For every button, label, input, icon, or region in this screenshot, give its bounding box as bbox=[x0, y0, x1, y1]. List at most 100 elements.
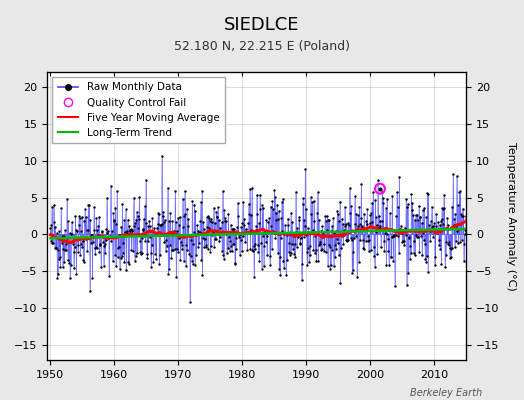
Point bbox=[183, 206, 191, 212]
Point bbox=[301, 223, 309, 229]
Point bbox=[275, 266, 283, 272]
Point bbox=[446, 254, 455, 260]
Point bbox=[378, 200, 387, 206]
Point bbox=[273, 202, 281, 208]
Point bbox=[102, 237, 110, 244]
Point bbox=[82, 213, 90, 220]
Point bbox=[57, 204, 65, 211]
Point bbox=[231, 261, 239, 267]
Point bbox=[456, 188, 465, 194]
Point bbox=[362, 218, 370, 224]
Point bbox=[115, 266, 124, 272]
Point bbox=[177, 239, 185, 245]
Point bbox=[174, 248, 182, 255]
Point bbox=[433, 226, 442, 232]
Point bbox=[321, 213, 329, 219]
Point bbox=[347, 236, 356, 243]
Text: 52.180 N, 22.215 E (Poland): 52.180 N, 22.215 E (Poland) bbox=[174, 40, 350, 53]
Point bbox=[135, 216, 143, 222]
Point bbox=[412, 234, 421, 241]
Point bbox=[105, 234, 114, 240]
Point bbox=[224, 245, 232, 251]
Point bbox=[435, 222, 444, 228]
Point bbox=[329, 247, 337, 254]
Point bbox=[253, 210, 261, 217]
Point bbox=[265, 253, 274, 260]
Point bbox=[190, 229, 198, 235]
Point bbox=[353, 274, 361, 280]
Point bbox=[380, 230, 389, 236]
Point bbox=[115, 244, 123, 250]
Point bbox=[200, 244, 209, 251]
Point bbox=[289, 232, 298, 238]
Point bbox=[257, 266, 266, 272]
Point bbox=[287, 210, 295, 216]
Point bbox=[249, 248, 257, 254]
Point bbox=[324, 242, 333, 249]
Point bbox=[438, 205, 446, 211]
Point bbox=[308, 198, 316, 205]
Point bbox=[140, 232, 148, 239]
Point bbox=[460, 240, 468, 247]
Point bbox=[453, 173, 461, 179]
Point bbox=[114, 245, 122, 252]
Point bbox=[169, 247, 177, 254]
Point bbox=[398, 239, 407, 245]
Point bbox=[394, 232, 402, 239]
Point bbox=[363, 221, 371, 227]
Point bbox=[84, 235, 93, 241]
Point bbox=[204, 213, 212, 219]
Point bbox=[340, 231, 348, 238]
Point bbox=[261, 229, 269, 236]
Point bbox=[325, 244, 334, 251]
Point bbox=[229, 241, 237, 248]
Point bbox=[435, 242, 443, 248]
Point bbox=[285, 240, 293, 246]
Point bbox=[119, 240, 128, 246]
Point bbox=[429, 223, 437, 230]
Point bbox=[407, 190, 416, 197]
Point bbox=[304, 225, 312, 231]
Point bbox=[166, 210, 174, 216]
Point bbox=[81, 206, 89, 212]
Point bbox=[244, 220, 253, 226]
Point bbox=[436, 218, 445, 224]
Point bbox=[406, 243, 414, 249]
Point bbox=[313, 189, 322, 196]
Point bbox=[370, 253, 378, 260]
Point bbox=[453, 228, 462, 234]
Point bbox=[225, 234, 233, 240]
Point bbox=[48, 204, 56, 210]
Point bbox=[428, 224, 436, 230]
Point bbox=[458, 212, 466, 219]
Point bbox=[356, 236, 364, 243]
Point bbox=[84, 202, 92, 209]
Point bbox=[227, 248, 236, 254]
Point bbox=[83, 248, 91, 254]
Point bbox=[173, 246, 181, 252]
Point bbox=[373, 222, 381, 228]
Point bbox=[127, 247, 136, 254]
Point bbox=[75, 213, 83, 219]
Point bbox=[398, 230, 406, 236]
Point bbox=[385, 210, 394, 216]
Point bbox=[434, 219, 442, 225]
Point bbox=[390, 233, 399, 239]
Point bbox=[251, 246, 259, 252]
Point bbox=[57, 239, 66, 246]
Point bbox=[286, 251, 294, 258]
Point bbox=[74, 248, 82, 255]
Point bbox=[226, 222, 235, 229]
Point bbox=[159, 209, 167, 215]
Point bbox=[136, 248, 145, 255]
Point bbox=[154, 210, 162, 216]
Point bbox=[95, 214, 103, 220]
Point bbox=[377, 218, 386, 224]
Point bbox=[311, 233, 320, 239]
Point bbox=[284, 222, 292, 228]
Point bbox=[213, 214, 221, 220]
Point bbox=[111, 252, 119, 259]
Point bbox=[128, 227, 137, 233]
Point bbox=[305, 242, 314, 249]
Point bbox=[158, 220, 167, 227]
